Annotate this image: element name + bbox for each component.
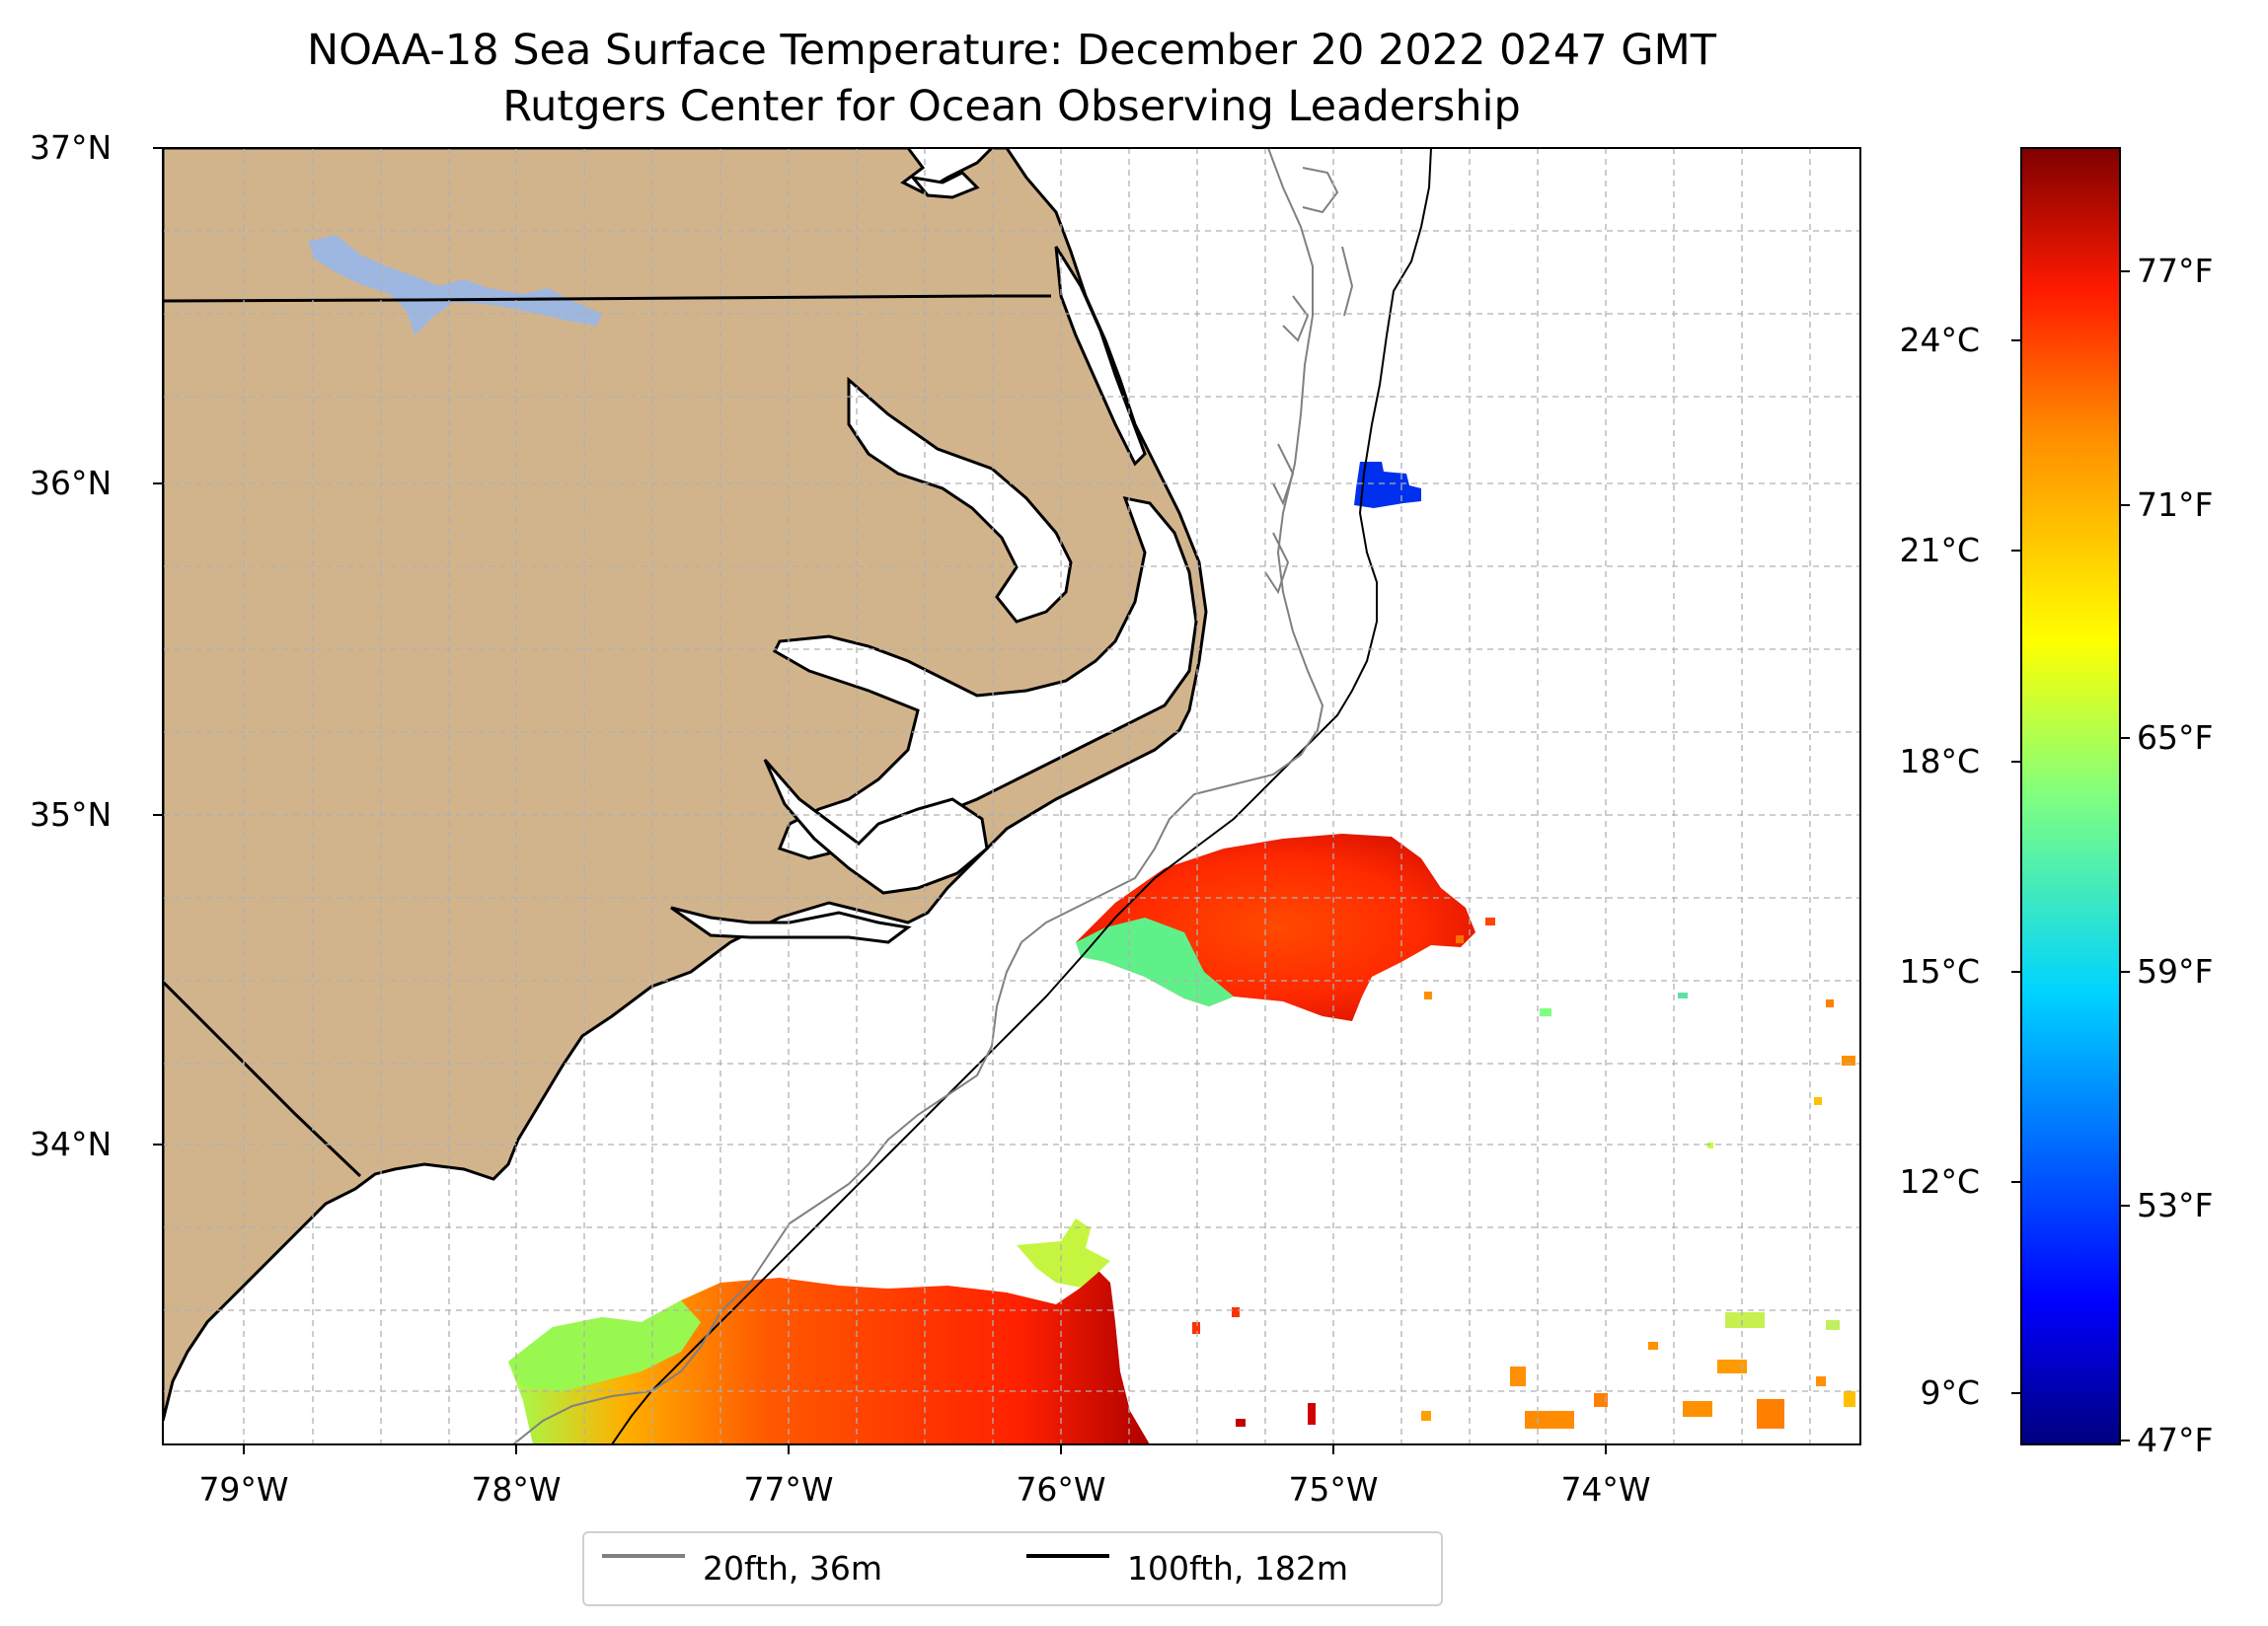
lon-tick-74: 74°W [1560,1470,1651,1509]
graticule [163,148,1860,1444]
legend-swatch-20fth [602,1554,685,1558]
colorbar-c-tick-9: 9°C [1920,1373,1980,1412]
map-title: NOAA-18 Sea Surface Temperature: Decembe… [307,26,1716,75]
sst-patch-plume [1017,1219,1110,1288]
colorbar-c-tick-15: 15°C [1899,952,1980,991]
north-inlet [909,171,980,199]
lon-tick-76: 76°W [1016,1470,1106,1509]
colorbar-f-tick-65: 65°F [2137,718,2214,757]
lon-tick-77: 77°W [743,1470,834,1509]
map-subtitle: Rutgers Center for Ocean Observing Leade… [502,82,1521,131]
axis-ticks [153,147,1607,1454]
lon-tick-79: 79°W [198,1470,289,1509]
lon-tick-78: 78°W [471,1470,562,1509]
neuse-river [763,759,989,895]
colorbar-f-tick-53: 53°F [2137,1186,2214,1224]
lon-tick-75: 75°W [1288,1470,1379,1509]
colorbar-c-tick-18: 18°C [1899,742,1980,780]
legend-label-100fth: 100fth, 182m [1127,1549,1348,1588]
kerr-lake [308,235,602,335]
colorbar-c-tick-12: 12°C [1899,1162,1980,1201]
colorbar-ticks [2011,270,2130,1441]
map-frame [162,147,1861,1445]
colorbar [2020,147,2121,1445]
sst-scattered-pixels [1192,918,1855,1429]
albemarle-sound [847,376,1073,624]
lat-tick-36: 36°N [30,464,113,502]
isobath-20fth [512,148,1324,1444]
isobath-100fth [611,148,1432,1444]
sst-cold-patch [1354,462,1421,508]
lat-tick-34: 34°N [30,1125,113,1163]
lat-tick-37: 37°N [30,128,113,167]
sst-patch-central-edge [1076,918,1234,1006]
colorbar-c-tick-24: 24°C [1899,321,1980,359]
legend-swatch-100fth [1026,1554,1109,1558]
shoal-contours [1264,167,1354,595]
colorbar-f-tick-77: 77°F [2137,252,2214,290]
nc-sc-border [163,980,362,1178]
colorbar-f-tick-59: 59°F [2137,952,2214,991]
bogue-sound [670,906,912,944]
colorbar-f-tick-71: 71°F [2137,485,2214,524]
lat-tick-35: 35°N [30,795,113,834]
colorbar-c-tick-21: 21°C [1899,531,1980,569]
legend-label-20fth: 20fth, 36m [703,1549,882,1588]
currituck-sound [1054,246,1147,467]
colorbar-f-tick-47: 47°F [2137,1421,2214,1459]
isobath-legend: 20fth, 36m 100fth, 182m [582,1531,1443,1606]
va-nc-border [163,294,1051,303]
